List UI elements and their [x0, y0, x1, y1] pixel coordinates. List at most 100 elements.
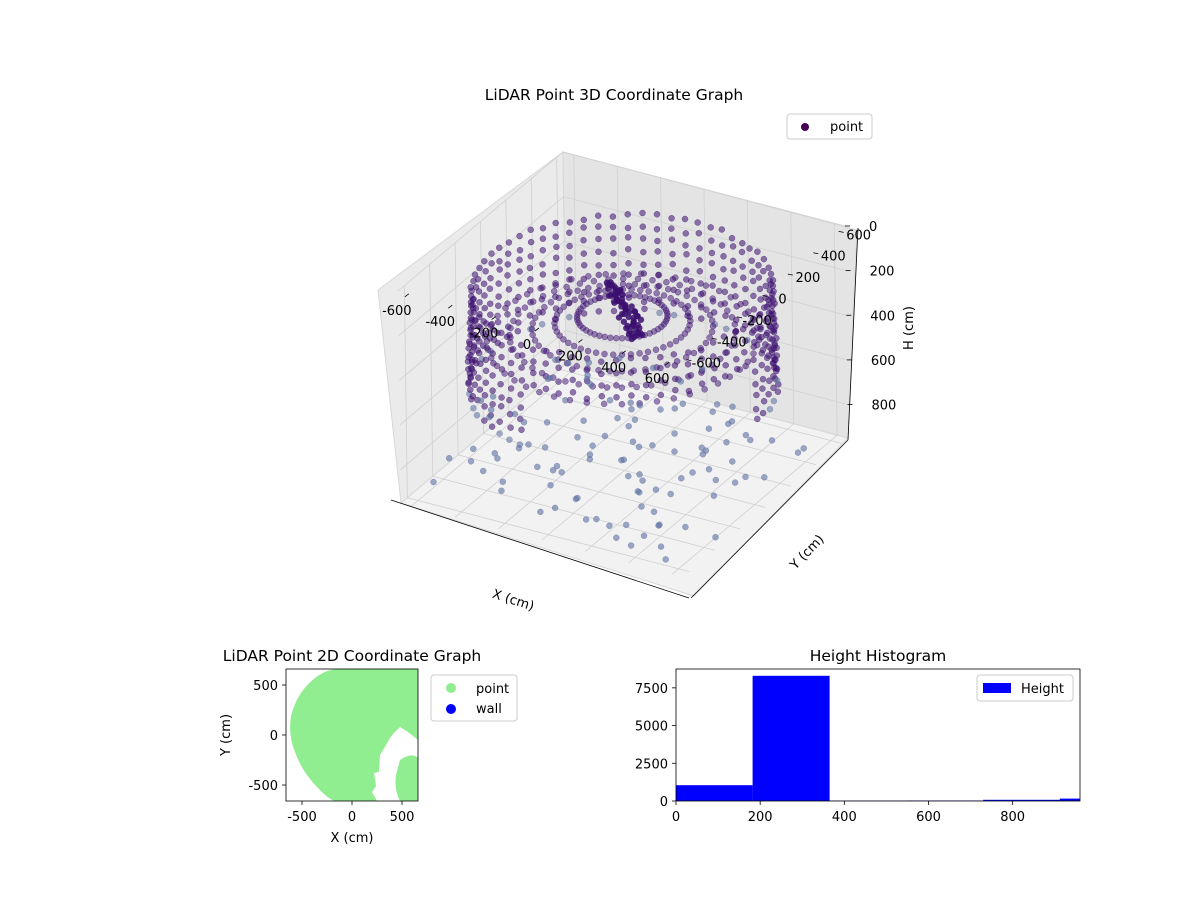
- x-gridline: [628, 211, 795, 564]
- data-point-3d: [482, 268, 489, 275]
- data-point-3d: [487, 406, 495, 414]
- data-point-3d: [528, 325, 536, 333]
- data-point-3d: [705, 425, 713, 432]
- plot-3d-legend-box: [786, 113, 873, 140]
- data-point-3d: [684, 361, 692, 368]
- data-point-3d: [529, 320, 537, 327]
- data-point-3d: [668, 215, 675, 222]
- data-point-3d: [489, 372, 496, 379]
- data-point-3d: [521, 358, 528, 366]
- data-point-3d: [549, 466, 557, 474]
- data-point-3d: [750, 292, 757, 300]
- data-point-3d: [757, 296, 764, 303]
- data-point-3d: [717, 301, 725, 308]
- data-point-3d: [566, 229, 573, 237]
- data-point-3d: [672, 337, 680, 345]
- data-point-3d: [627, 351, 635, 358]
- data-point-3d: [754, 324, 761, 332]
- data-point-3d: [707, 224, 714, 231]
- z-tick-label-3d: 400: [870, 309, 895, 324]
- data-point-3d: [697, 301, 705, 308]
- data-point-3d: [742, 431, 750, 439]
- data-point-3d: [505, 239, 513, 246]
- data-point-3d: [721, 277, 729, 284]
- data-point-3d: [601, 333, 609, 341]
- data-point-3d: [649, 364, 657, 372]
- data-point-3d: [625, 291, 632, 299]
- data-point-3d: [566, 313, 573, 321]
- data-point-3d: [657, 353, 664, 361]
- data-point-3d: [730, 267, 737, 274]
- data-point-3d: [576, 280, 584, 287]
- data-point-3d: [634, 275, 642, 283]
- data-point-3d: [530, 358, 537, 365]
- data-point-3d: [514, 327, 522, 335]
- data-point-3d: [600, 400, 608, 408]
- data-point-3d: [445, 455, 453, 462]
- data-point-3d: [585, 359, 593, 366]
- data-point-3d: [556, 332, 563, 339]
- data-point-3d: [641, 294, 649, 301]
- histogram-title: Height Histogram: [810, 647, 947, 665]
- y-tick-mark-3d: [711, 337, 717, 340]
- data-point-3d: [498, 329, 505, 337]
- data-point-3d: [729, 458, 736, 465]
- y-tick-mark-3d: [686, 359, 692, 362]
- data-point-3d: [705, 466, 713, 473]
- data-point-3d: [609, 223, 617, 231]
- data-point-3d: [709, 282, 716, 289]
- data-point-3d: [531, 337, 539, 344]
- data-point-3d: [539, 271, 547, 278]
- data-point-3d: [708, 259, 716, 267]
- data-point-3d: [529, 331, 536, 339]
- data-point-3d: [706, 334, 713, 341]
- data-point-3d: [504, 250, 512, 257]
- data-point-3d: [585, 273, 592, 280]
- data-point-3d: [580, 250, 588, 257]
- data-point-3d: [682, 523, 689, 531]
- data-point-3d: [569, 389, 577, 396]
- data-point-3d: [645, 288, 652, 295]
- data-point-3d: [726, 373, 734, 381]
- data-point-3d: [580, 216, 588, 224]
- data-point-3d: [609, 351, 617, 358]
- data-point-3d: [582, 516, 590, 523]
- x-tick-mark-3d: [404, 293, 410, 298]
- x-tick-label-hist: 400: [832, 810, 857, 825]
- data-point-3d: [613, 534, 620, 541]
- data-point-3d: [566, 219, 574, 226]
- data-point-3d: [664, 285, 672, 293]
- data-point-3d: [758, 361, 766, 369]
- data-point-3d: [654, 261, 662, 269]
- data-point-3d: [477, 360, 484, 368]
- x-tick-mark-3d: [578, 339, 583, 343]
- data-point-3d: [657, 391, 665, 399]
- data-point-3d: [618, 335, 626, 342]
- data-point-3d: [768, 437, 776, 444]
- data-point-3d: [515, 310, 522, 318]
- data-point-3d: [494, 455, 501, 462]
- data-point-3d: [628, 392, 635, 399]
- y-tick-label-2d: -500: [248, 779, 278, 794]
- data-point-3d: [470, 323, 477, 330]
- data-point-3d: [606, 397, 614, 404]
- data-point-3d: [746, 245, 753, 252]
- data-point-3d: [539, 292, 547, 300]
- data-point-3d: [586, 456, 594, 463]
- data-point-3d: [769, 336, 776, 343]
- data-point-3d: [724, 307, 731, 314]
- data-point-3d: [708, 249, 716, 257]
- data-point-3d: [687, 372, 695, 379]
- data-point-3d: [467, 284, 474, 291]
- x-gridline: [671, 223, 838, 575]
- data-point-3d: [723, 349, 731, 356]
- data-point-3d: [609, 235, 617, 242]
- data-point-3d: [553, 462, 561, 470]
- data-point-3d: [698, 365, 706, 372]
- data-point-3d: [580, 236, 587, 244]
- data-point-3d: [569, 376, 576, 384]
- data-point-3d: [592, 349, 600, 356]
- data-point-3d: [672, 274, 679, 281]
- data-point-3d: [667, 294, 674, 302]
- data-point-3d: [601, 432, 609, 440]
